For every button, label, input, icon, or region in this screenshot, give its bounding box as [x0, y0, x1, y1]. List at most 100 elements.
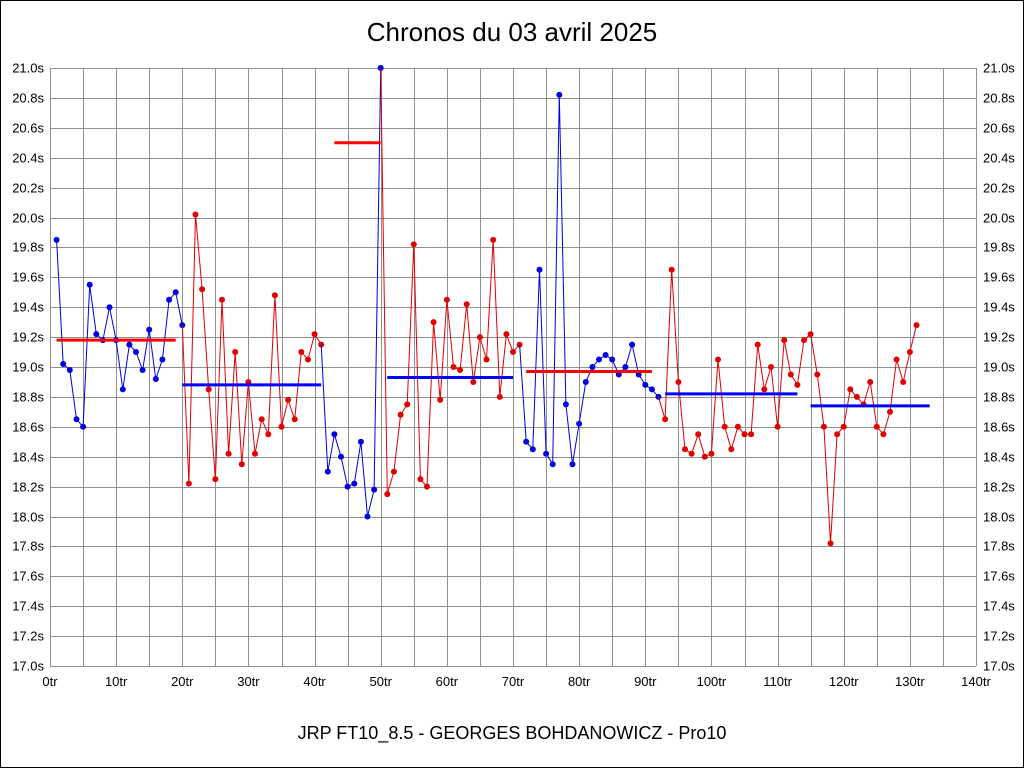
y-axis-tick-label-left: 18.2s [12, 480, 44, 495]
y-axis-tick-label-right: 18.8s [983, 390, 1015, 405]
data-point [476, 334, 483, 341]
data-point [893, 356, 900, 363]
data-point [529, 446, 536, 453]
y-axis-tick-label-left: 20.4s [12, 151, 44, 166]
data-point [390, 468, 397, 475]
data-point [139, 367, 146, 373]
data-point [682, 446, 688, 453]
data-point [576, 420, 583, 427]
series-line-blue [519, 94, 659, 466]
data-point [271, 292, 278, 299]
data-point [437, 396, 444, 403]
data-point [443, 296, 450, 303]
data-point [754, 341, 761, 348]
data-point [185, 480, 192, 487]
data-point [212, 476, 219, 483]
x-axis-tick-label: 80tr [568, 674, 591, 689]
data-point [397, 411, 404, 418]
y-axis-tick-label-left: 17.6s [12, 569, 44, 584]
data-point [338, 453, 344, 460]
data-point [463, 301, 470, 308]
chart-footer: JRP FT10_8.5 - GEORGES BOHDANOWICZ - Pro… [297, 723, 727, 743]
data-point [536, 266, 543, 273]
data-point [205, 386, 212, 393]
data-point [291, 416, 298, 423]
data-point [258, 416, 265, 423]
data-point [384, 491, 391, 498]
data-point [364, 513, 371, 520]
y-axis-tick-label-left: 17.8s [12, 539, 44, 554]
data-point [761, 386, 768, 393]
data-point [470, 379, 477, 385]
data-point [880, 431, 887, 438]
y-axis-tick-label-right: 17.4s [983, 599, 1015, 614]
data-point [106, 304, 113, 311]
x-axis-tick-label: 110tr [763, 674, 792, 689]
y-axis-tick-label-right: 18.2s [983, 480, 1015, 495]
data-point [609, 356, 616, 363]
y-axis-tick-label-left: 18.4s [12, 450, 44, 465]
data-point [417, 476, 424, 483]
y-axis-tick-label-left: 17.0s [12, 659, 44, 674]
y-axis-tick-label-right: 18.6s [983, 420, 1015, 435]
data-point [357, 438, 364, 445]
y-axis-tick-label-right: 17.6s [983, 569, 1015, 584]
x-axis-tick-label: 90tr [634, 674, 657, 689]
x-axis-tick-label: 100tr [697, 674, 727, 689]
y-axis-tick-label-right: 19.0s [983, 360, 1015, 375]
data-point [827, 540, 834, 547]
data-point [503, 331, 510, 338]
data-point [86, 281, 93, 288]
data-point [199, 286, 206, 293]
data-point [152, 376, 159, 382]
data-point [675, 379, 682, 385]
data-point [582, 379, 589, 385]
y-axis-tick-label-right: 19.8s [983, 240, 1015, 255]
data-point [166, 296, 173, 303]
data-point [219, 296, 225, 303]
y-axis-tick-label-right: 20.4s [983, 151, 1015, 166]
data-point [225, 450, 232, 457]
y-axis-tick-label-left: 18.8s [12, 390, 44, 405]
y-axis-tick-label-left: 20.2s [12, 181, 44, 196]
y-axis-tick-label-right: 17.8s [983, 539, 1015, 554]
data-point [715, 356, 721, 363]
y-axis-tick-label-left: 18.0s [12, 510, 44, 525]
data-point [873, 423, 880, 430]
y-axis-tick-label-right: 20.0s [983, 211, 1015, 226]
y-axis-tick-label-left: 17.4s [12, 599, 44, 614]
series-line-red [380, 67, 520, 495]
data-point [781, 337, 788, 344]
y-axis-tick-label-right: 20.6s [983, 121, 1015, 136]
data-point [741, 431, 748, 438]
data-point [834, 431, 841, 438]
data-point [748, 431, 755, 438]
x-axis-tick-label: 120tr [829, 674, 859, 689]
data-point [847, 386, 854, 393]
data-point [53, 236, 60, 243]
data-point [774, 423, 781, 430]
data-point [814, 371, 821, 378]
data-point [569, 461, 576, 468]
x-axis-tick-label: 60tr [436, 674, 459, 689]
y-axis-tick-label-left: 19.6s [12, 270, 44, 285]
data-point [523, 438, 530, 445]
data-point [371, 486, 378, 493]
data-point [734, 423, 741, 430]
y-axis-tick-label-right: 19.6s [983, 270, 1015, 285]
y-axis-tick-label-left: 17.2s [12, 629, 44, 644]
data-point [252, 450, 258, 457]
x-axis-tick-label: 50tr [370, 674, 393, 689]
x-axis-tick-label: 130tr [895, 674, 925, 689]
data-point [887, 408, 893, 415]
data-point [807, 331, 814, 338]
x-axis-tick-label: 40tr [303, 674, 326, 689]
data-point [543, 450, 550, 457]
x-axis-tick-label: 10tr [105, 674, 128, 689]
data-point [305, 356, 311, 363]
data-point [695, 431, 702, 438]
data-point [728, 446, 735, 453]
y-axis-tick-label-right: 19.4s [983, 300, 1015, 315]
data-point [119, 386, 126, 393]
x-axis-tick-label: 140tr [961, 674, 991, 689]
